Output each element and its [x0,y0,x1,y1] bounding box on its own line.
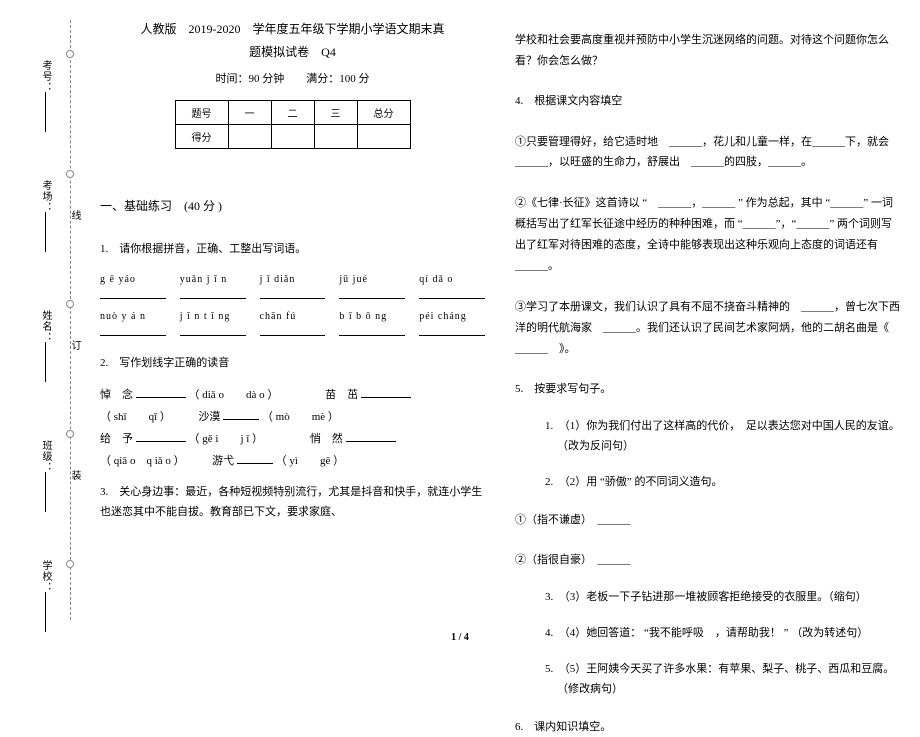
binding-margin: 线 订 装 考号： 考场： 姓名： 班级： 学校： [0,0,90,640]
field-label: 姓名 [40,310,51,332]
reading-line: 悼 念 （ diǎ o dà o ） 苗 茁 [100,384,485,406]
question-5-2: 2. （2）用 “骄傲” 的不同词义造句。 [545,473,900,493]
question-6-title: 6. 课内知识填空。 [515,718,900,737]
field-school: 学校： [38,560,53,632]
question-5-opt2: ②（指很自豪） ______ [515,551,900,571]
reading-word: 游弋 [212,455,234,467]
page-content: 人教版 2019-2020 学年度五年级下学期小学语文期末真 题模拟试卷 Q4 … [100,20,900,629]
table-cell: 得分 [175,125,228,149]
table-cell: 二 [271,101,314,125]
field-label: 学校 [40,560,51,582]
right-column: 学校和社会要高度重视并预防中小学生沉迷网络的问题。对待这个问题你怎么看？你会怎么… [515,20,900,629]
field-label: 班级 [40,440,51,462]
reading-word: 悄 然 [310,433,343,445]
answer-blank-row [100,324,485,336]
table-cell [271,125,314,149]
pinyin-cell: qí dǎ o [419,274,485,285]
question-5-5: 5. （5）王阿姨今天买了许多水果：有苹果、梨子、桃子、西瓜和豆腐。（修改病句） [545,660,900,700]
score-value: 100 分 [339,73,369,85]
table-cell: 题号 [175,101,228,125]
reading-word: 悼 念 [100,389,133,401]
question-2: 2. 写作划线字正确的读音 [100,354,485,374]
question-5-title: 5. 按要求写句子。 [515,380,900,400]
reading-pinyin: （ mò mè ） [262,411,339,423]
question-4-2: ②《七律·长征》这首诗以 “ ______，______ ” 作为总起，其中 “… [515,193,900,277]
section-1-title: 一、基础练习 (40 分 ) [100,197,485,214]
pinyin-row: nuò y á n j ī n t ī ng chān fú b ī b ō n… [100,311,485,322]
pinyin-cell: nuò y á n [100,311,166,322]
reading-pinyin: （ diǎ o dà o ） [189,389,279,401]
field-label: 考场 [40,180,51,202]
answer-blank-row [100,287,485,299]
binding-dashed-line [70,20,71,620]
reading-pinyin: （ qiā o q iǎ o ） [100,455,179,467]
question-5-1: 1. （1）你为我们付出了这样高的代价， 足以表达您对中国人民的友谊。（改为反问… [545,417,900,457]
reading-pinyin: （ shī qī ） [100,411,165,423]
question-5-3: 3. （3）老板一下子钻进那一堆被顾客拒绝接受的衣服里。（缩句） [545,588,900,608]
binding-word-bind: 订 [67,340,82,352]
score-label: 满分： [306,73,339,85]
binding-circle [66,170,74,178]
reading-pinyin: （ gě i j ǐ ） [189,433,264,445]
question-3-continued: 学校和社会要高度重视并预防中小学生沉迷网络的问题。对待这个问题你怎么看？你会怎么… [515,30,900,72]
pinyin-row: g ē yáo yuǎn j ī n j ī diǎn jū jué qí dǎ… [100,274,485,285]
time-label: 时间： [216,73,249,85]
reading-line: （ shī qī ） 沙漠 （ mò mè ） [100,406,485,428]
reading-line: （ qiā o q iǎ o ） 游弋 （ yì gē ） [100,450,485,472]
table-cell [228,125,271,149]
left-column: 人教版 2019-2020 学年度五年级下学期小学语文期末真 题模拟试卷 Q4 … [100,20,485,629]
binding-word-seal: 装 [67,470,82,482]
score-table: 题号 一 二 三 总分 得分 [175,100,411,149]
pinyin-cell: yuǎn j ī n [180,274,246,285]
table-cell [314,125,357,149]
table-row: 得分 [175,125,410,149]
question-3: 3. 关心身边事：最近，各种短视频特别流行，尤其是抖音和快手，就连小学生也迷恋其… [100,482,485,524]
table-cell: 一 [228,101,271,125]
reading-word: 苗 茁 [325,389,358,401]
binding-circle [66,50,74,58]
exam-timing: 时间：90 分钟 满分：100 分 [100,70,485,86]
pinyin-cell: chān fú [260,311,326,322]
field-label: 考号 [40,60,51,82]
table-cell: 总分 [357,101,410,125]
pinyin-cell: jū jué [339,274,405,285]
question-4-title: 4. 根据课文内容填空 [515,92,900,112]
question-1: 1. 请你根据拼音，正确、工整出写词语。 [100,240,485,260]
field-exam-room: 考场： [38,180,53,252]
exam-title-line1: 人教版 2019-2020 学年度五年级下学期小学语文期末真 [100,20,485,37]
table-cell: 三 [314,101,357,125]
reading-line: 给 予 （ gě i j ǐ ） 悄 然 [100,428,485,450]
reading-word: 沙漠 [198,411,220,423]
reading-pinyin: （ yì gē ） [276,455,344,467]
field-name: 姓名： [38,310,53,382]
pinyin-cell: j ī n t ī ng [180,311,246,322]
question-4-3: ③学习了本册课文，我们认识了具有不屈不挠奋斗精神的 ______，曾七次下西洋的… [515,297,900,360]
binding-circle [66,560,74,568]
pinyin-cell: péi cháng [419,311,485,322]
binding-circle [66,430,74,438]
page-number: 1 / 4 [0,632,920,643]
time-value: 90 分钟 [249,73,285,85]
pinyin-cell: b ī b ō ng [339,311,405,322]
exam-title-line2: 题模拟试卷 Q4 [100,43,485,60]
pinyin-cell: j ī diǎn [260,274,326,285]
reading-word: 给 予 [100,433,133,445]
field-exam-id: 考号： [38,60,53,132]
binding-word-line: 线 [67,210,82,222]
question-5-opt1: ①（指不谦虚） ______ [515,511,900,531]
table-cell [357,125,410,149]
pinyin-cell: g ē yáo [100,274,166,285]
table-row: 题号 一 二 三 总分 [175,101,410,125]
binding-circle [66,300,74,308]
question-4-1: ①只要管理得好，给它适时地 ______，花儿和儿童一样，在______下，就会… [515,132,900,174]
field-class: 班级： [38,440,53,512]
